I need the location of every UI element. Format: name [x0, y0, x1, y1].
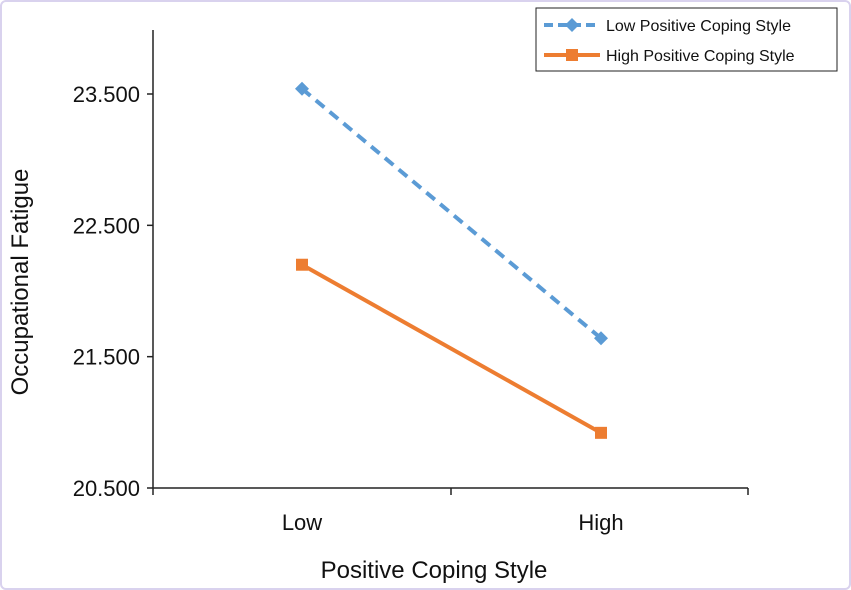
data-point-series-1	[594, 331, 608, 346]
series-line-1	[300, 87, 603, 340]
x-tick-label: Low	[282, 510, 322, 535]
data-point-series-2	[595, 426, 607, 439]
data-point-series-2	[296, 258, 308, 271]
legend-label-2: High Positive Coping Style	[606, 48, 795, 65]
legend-marker-1	[565, 18, 579, 32]
legend-box	[535, 7, 838, 72]
x-tick-label: High	[578, 510, 623, 535]
x-ticks: Low High	[152, 488, 749, 535]
legend-marker-2	[566, 49, 578, 61]
legend: Low Positive Coping Style High Positive C…	[535, 7, 838, 72]
y-tick-label: 23.500	[73, 82, 140, 107]
legend-label-1: Low Positive Coping Style	[606, 18, 791, 35]
y-tick-label: 22.500	[73, 213, 140, 238]
y-tick-label: 20.500	[73, 476, 140, 501]
series-layer	[295, 81, 608, 439]
y-ticks: 20.500 21.500 22.500 23.500	[73, 82, 153, 501]
series-line-2	[301, 262, 602, 435]
data-point-series-1	[295, 81, 309, 96]
y-tick-label: 21.500	[73, 345, 140, 370]
x-axis-title: Positive Coping Style	[321, 557, 548, 584]
y-axis-title: Occupational Fatigue	[7, 169, 34, 396]
